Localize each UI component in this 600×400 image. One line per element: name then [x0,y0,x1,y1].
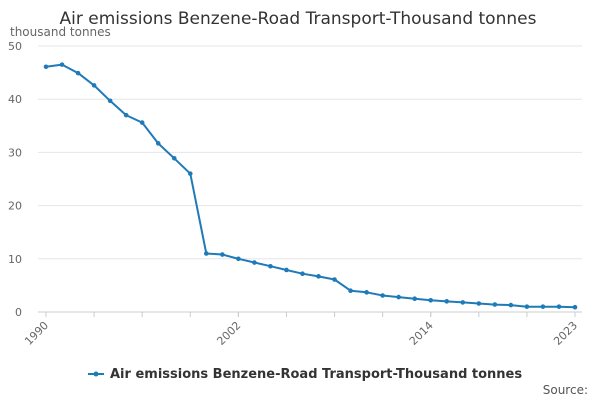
data-point[interactable] [155,141,161,146]
data-point[interactable] [364,290,369,295]
chart-title: Air emissions Benzene-Road Transport-Tho… [60,9,537,29]
x-tick-label: 2014 [407,319,436,348]
data-point[interactable] [107,98,113,104]
data-point[interactable] [460,300,466,305]
data-point[interactable] [508,302,514,308]
data-point[interactable] [412,296,417,302]
source-label: Source: [543,383,588,397]
legend[interactable]: Air emissions Benzene-Road Transport-Tho… [88,367,522,382]
x-tick-label: 2002 [214,319,243,348]
data-point[interactable] [444,299,450,304]
x-axis-ticks: 1990 2002 2014 2023 [22,312,580,348]
data-point[interactable] [332,277,337,282]
y-tick-label: 50 [8,40,22,53]
y-tick-label: 10 [8,253,22,266]
data-point[interactable] [236,256,241,262]
data-point[interactable] [268,263,273,269]
data-point[interactable] [524,304,530,309]
y-tick-label: 0 [15,306,22,319]
data-point[interactable] [171,155,177,161]
data-point[interactable] [43,64,49,70]
data-point[interactable] [220,252,225,257]
x-tick-label: 1990 [22,319,51,348]
data-point[interactable] [380,293,385,298]
data-point[interactable] [187,171,193,176]
data-point[interactable] [396,294,401,300]
data-point[interactable] [284,267,289,273]
x-tick-label: 2023 [551,319,580,348]
y-tick-label: 40 [8,93,22,106]
data-point[interactable] [75,70,81,76]
data-point[interactable] [139,120,145,125]
data-point[interactable] [572,304,578,310]
data-point[interactable] [91,83,97,88]
data-point[interactable] [540,304,546,309]
series-line [45,63,576,309]
y-axis-ticks: 0 10 20 30 40 50 [8,40,22,319]
y-tick-label: 30 [8,146,22,159]
y-axis-label: thousand tonnes [10,25,111,39]
data-point[interactable] [204,251,209,256]
data-point[interactable] [476,301,482,306]
legend-point-marker [93,371,99,377]
data-point[interactable] [556,304,562,309]
data-point[interactable] [348,288,353,294]
y-tick-label: 20 [8,200,22,213]
data-point[interactable] [316,274,321,279]
data-point[interactable] [123,112,129,118]
legend-label: Air emissions Benzene-Road Transport-Tho… [110,367,522,382]
series-group [43,62,578,310]
data-point[interactable] [252,260,257,265]
data-point[interactable] [59,62,65,67]
grid-lines [38,45,582,260]
data-point[interactable] [428,297,434,303]
data-point[interactable] [492,302,498,307]
data-point[interactable] [300,271,305,276]
